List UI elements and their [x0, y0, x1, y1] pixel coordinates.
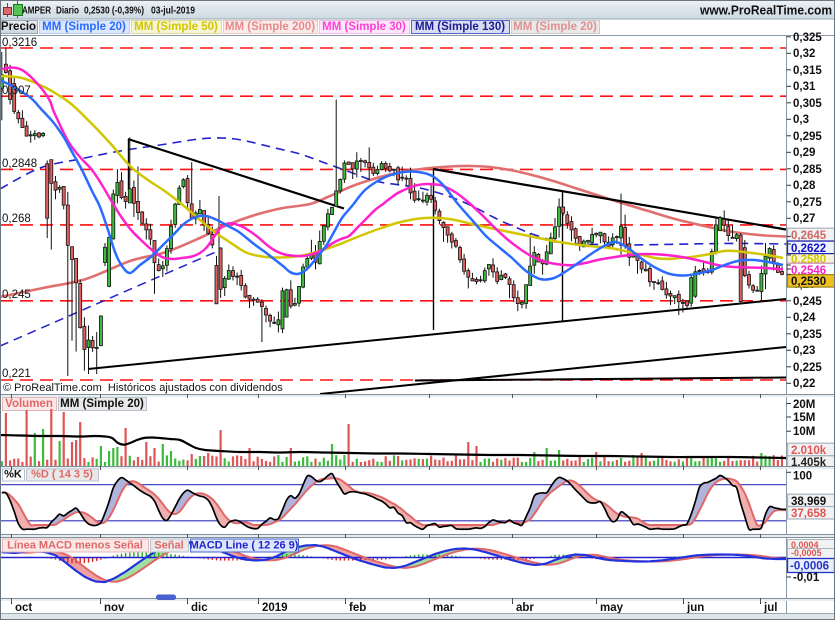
svg-text:oct: oct	[15, 602, 32, 614]
svg-text:0,2848: 0,2848	[2, 158, 37, 170]
svg-text:10M: 10M	[793, 426, 815, 438]
svg-text:100: 100	[793, 471, 812, 483]
svg-text:mar: mar	[433, 602, 455, 614]
svg-text:Diario: Diario	[56, 5, 79, 17]
svg-text:%K: %K	[4, 469, 22, 481]
svg-text:%D ( 14 3 5): %D ( 14 3 5)	[31, 469, 93, 481]
svg-text:0,23: 0,23	[793, 345, 815, 357]
svg-text:0,268: 0,268	[2, 213, 31, 225]
svg-text:0,295: 0,295	[793, 131, 822, 143]
svg-text:-0,0005: -0,0005	[791, 548, 822, 558]
svg-text:0,3: 0,3	[793, 114, 809, 126]
svg-text:MM (Simple 20): MM (Simple 20)	[60, 398, 144, 410]
svg-text:jun: jun	[686, 602, 704, 614]
svg-text:15M: 15M	[793, 412, 815, 424]
svg-text:0,245: 0,245	[793, 296, 822, 308]
svg-text:0,325: 0,325	[793, 32, 822, 44]
svg-text:Señal: Señal	[154, 540, 183, 552]
svg-text:-0,01: -0,01	[793, 572, 820, 584]
svg-text:0,235: 0,235	[793, 329, 822, 341]
svg-text:0,2546: 0,2546	[791, 265, 826, 277]
svg-text:MM (Simple 30): MM (Simple 30)	[322, 21, 406, 33]
svg-text:jul: jul	[763, 602, 777, 614]
svg-text:-0,0006: -0,0006	[790, 561, 829, 573]
svg-text:may: may	[600, 602, 624, 614]
svg-text:MM (Simple 20): MM (Simple 20)	[42, 21, 126, 33]
svg-text:0,22: 0,22	[793, 378, 815, 390]
svg-text:0,2530: 0,2530	[791, 276, 826, 288]
svg-text:Volumen: Volumen	[5, 398, 53, 410]
svg-text:MACD Line ( 12 26 9): MACD Line ( 12 26 9)	[190, 540, 299, 552]
svg-text:www.ProRealTime.com: www.ProRealTime.com	[699, 3, 832, 18]
svg-text:38,969: 38,969	[791, 496, 826, 508]
svg-text:0,221: 0,221	[2, 368, 31, 380]
svg-text:MM (Simple 200): MM (Simple 200)	[225, 21, 315, 33]
svg-text:0,27: 0,27	[793, 213, 815, 225]
svg-text:AMPER: AMPER	[22, 5, 51, 17]
svg-text:MM (Simple 130): MM (Simple 130)	[415, 21, 505, 33]
svg-text:0,315: 0,315	[793, 65, 822, 77]
svg-text:MM (Simple 50): MM (Simple 50)	[134, 21, 218, 33]
svg-text:feb: feb	[349, 602, 366, 614]
svg-text:0,2530 (-0,39%): 0,2530 (-0,39%)	[84, 5, 144, 17]
svg-text:abr: abr	[516, 602, 534, 614]
svg-text:0,28: 0,28	[793, 180, 816, 192]
svg-text:Precio: Precio	[1, 21, 36, 33]
svg-text:0,285: 0,285	[793, 164, 822, 176]
svg-text:20M: 20M	[793, 399, 815, 411]
svg-text:0,225: 0,225	[793, 362, 822, 374]
svg-text:03-jul-2019: 03-jul-2019	[151, 5, 195, 17]
svg-text:0,275: 0,275	[793, 197, 822, 209]
svg-text:© ProRealTime.com Históricos: © ProRealTime.com Históricos ajustados c…	[3, 382, 283, 394]
svg-text:0,29: 0,29	[793, 147, 815, 159]
svg-text:0,3216: 0,3216	[2, 37, 37, 49]
svg-text:2.010k: 2.010k	[791, 445, 827, 457]
svg-text:0,24: 0,24	[793, 312, 816, 324]
svg-text:2019: 2019	[262, 602, 288, 614]
svg-text:0,245: 0,245	[2, 289, 31, 301]
svg-text:0,305: 0,305	[793, 98, 822, 110]
svg-text:0,307: 0,307	[2, 85, 31, 97]
svg-text:0,2645: 0,2645	[791, 230, 827, 242]
svg-text:0,32: 0,32	[793, 48, 815, 60]
svg-text:0,0004: 0,0004	[791, 540, 819, 550]
svg-text:dic: dic	[191, 602, 208, 614]
svg-text:37,658: 37,658	[791, 508, 827, 520]
svg-text:nov: nov	[104, 602, 125, 614]
svg-text:Línea MACD menos Señal: Línea MACD menos Señal	[7, 540, 143, 552]
svg-text:0,2622: 0,2622	[791, 243, 826, 255]
svg-text:0,31: 0,31	[793, 81, 816, 93]
svg-text:MM (Simple 20): MM (Simple 20)	[513, 21, 597, 33]
